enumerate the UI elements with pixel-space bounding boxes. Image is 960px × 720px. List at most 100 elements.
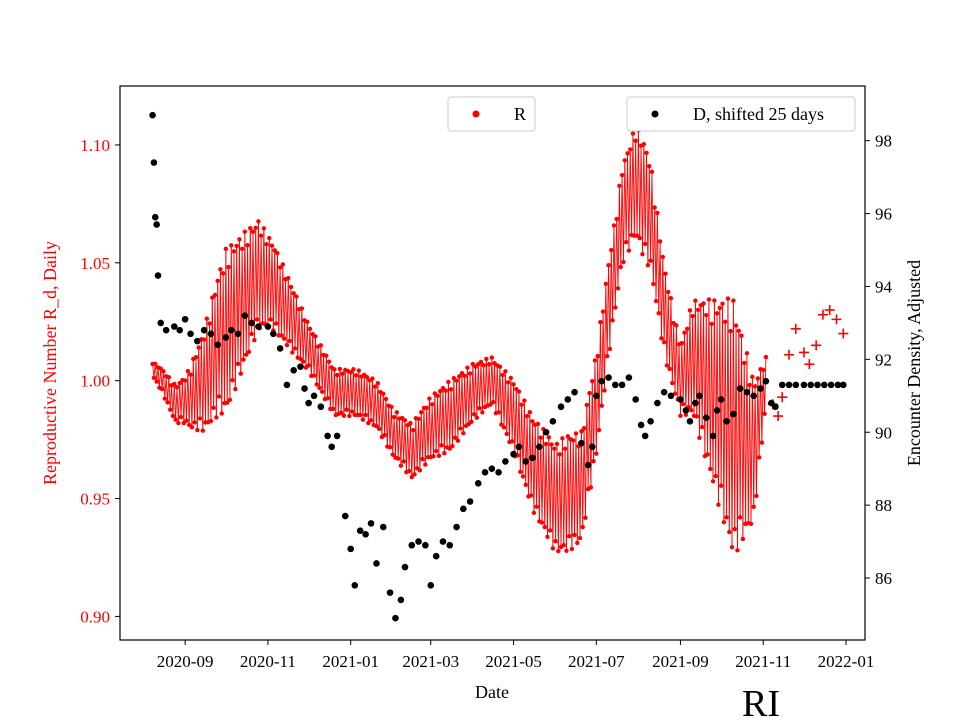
r-point xyxy=(564,548,569,553)
r-point xyxy=(740,536,746,542)
r-oscillation-segment xyxy=(248,228,251,352)
r-point xyxy=(497,364,503,369)
d-point xyxy=(149,111,156,119)
r-point xyxy=(382,432,387,438)
r-point xyxy=(736,328,741,334)
r-point xyxy=(344,407,349,412)
r-point xyxy=(604,354,610,359)
r-oscillation-segment xyxy=(494,363,497,414)
r-oscillation-segment xyxy=(461,373,464,434)
x-tick-label: 2021-05 xyxy=(485,652,542,671)
r-oscillation-segment xyxy=(447,381,451,449)
r-oscillation-segment xyxy=(746,353,749,524)
r-oscillation-segment xyxy=(344,369,348,410)
d-point xyxy=(151,213,159,221)
r-point xyxy=(496,410,501,415)
r-point xyxy=(752,384,758,389)
d-point xyxy=(743,388,751,396)
r-point xyxy=(607,346,613,352)
d-point xyxy=(772,403,779,411)
r-point xyxy=(668,296,674,301)
r-oscillation-segment xyxy=(205,318,208,423)
r-point xyxy=(307,326,313,332)
r-point xyxy=(542,524,547,530)
r-point xyxy=(357,412,363,418)
r-oscillation-segment xyxy=(735,325,738,551)
r-oscillation-segment xyxy=(659,241,662,339)
r-point xyxy=(553,539,558,544)
r-point xyxy=(667,366,672,372)
r-oscillation-segment xyxy=(226,267,230,403)
r-oscillation-segment xyxy=(509,377,512,443)
x-axis-ticks: 2020-09 2020-11 2021-01 2021-03 2021-05 2021-… xyxy=(157,640,874,671)
r-oscillation-segment xyxy=(196,347,200,431)
r-point xyxy=(613,305,618,310)
r-point xyxy=(162,396,167,401)
r-point xyxy=(626,248,632,253)
r-oscillation-segment xyxy=(717,307,721,505)
r-oscillation-segment xyxy=(320,345,323,392)
r-oscillation-segment xyxy=(274,250,277,324)
r-oscillation-segment xyxy=(704,315,707,457)
d-point xyxy=(792,381,800,389)
r-point xyxy=(273,321,279,326)
r-point xyxy=(319,389,325,394)
r-oscillation-segment xyxy=(411,430,414,478)
r-point xyxy=(435,393,440,399)
d-point xyxy=(736,385,744,392)
r-oscillation-segment xyxy=(496,365,500,413)
r-late-marker xyxy=(798,347,809,358)
r-point xyxy=(390,452,395,457)
r-point xyxy=(701,301,706,306)
d-point xyxy=(310,392,318,400)
r-point xyxy=(655,210,660,216)
d-point xyxy=(432,552,440,560)
r-point xyxy=(431,454,436,459)
r-point xyxy=(233,386,238,392)
r-point xyxy=(528,493,534,498)
r-point xyxy=(239,246,245,252)
r-point xyxy=(623,239,629,245)
r-point xyxy=(326,359,332,364)
r-oscillation-segment xyxy=(738,330,741,518)
d-point xyxy=(187,330,194,338)
r-point xyxy=(592,358,598,363)
r-point xyxy=(651,281,656,287)
r-point xyxy=(587,390,592,396)
r-point xyxy=(298,356,303,362)
r-point xyxy=(210,295,215,300)
r-oscillation-segment xyxy=(510,377,513,442)
r-point xyxy=(264,242,269,247)
r-oscillation-segment xyxy=(371,378,375,425)
r-point xyxy=(709,321,714,327)
d-point xyxy=(207,330,215,338)
r-point xyxy=(166,375,172,380)
r-oscillation-segment xyxy=(753,386,756,507)
d-point xyxy=(598,377,606,385)
r-oscillation-segment xyxy=(665,273,668,366)
r-point xyxy=(201,337,207,342)
r-point xyxy=(602,388,607,393)
r-point xyxy=(238,371,243,376)
r-oscillation-segment xyxy=(291,293,295,353)
r-point xyxy=(226,264,231,270)
r-oscillation-segment xyxy=(670,298,673,384)
d-point xyxy=(584,461,592,469)
r-oscillation-segment xyxy=(358,370,361,415)
d-point xyxy=(834,381,842,389)
legend-r-box xyxy=(447,96,536,132)
r-point xyxy=(200,428,205,433)
d-point xyxy=(593,392,600,400)
d-point xyxy=(248,319,255,327)
r-point xyxy=(374,423,379,429)
d-point xyxy=(255,323,262,330)
r-point xyxy=(420,456,425,462)
r-point xyxy=(161,369,166,374)
y-right-tick-label: 94 xyxy=(875,277,893,296)
r-late-marker xyxy=(831,314,842,325)
d-point xyxy=(157,319,165,327)
r-oscillation-segment xyxy=(433,393,436,457)
r-oscillation-segment xyxy=(405,425,409,473)
r-oscillation-segment xyxy=(537,423,540,522)
r-point xyxy=(728,328,733,334)
